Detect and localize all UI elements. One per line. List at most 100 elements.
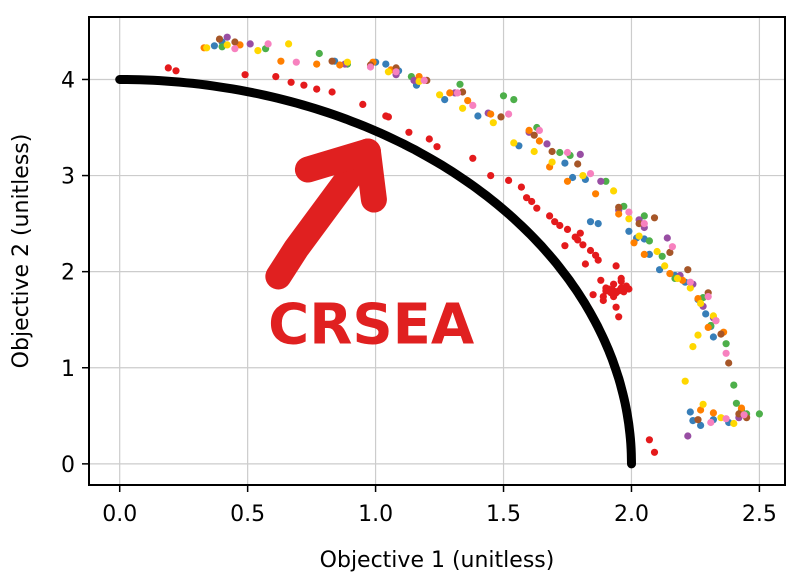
data-point (300, 81, 308, 89)
x-tick-label: 0.0 (102, 502, 137, 527)
data-point (597, 276, 605, 284)
data-point (730, 419, 738, 428)
data-point (579, 241, 587, 249)
data-point (313, 85, 321, 93)
data-point (602, 177, 610, 185)
data-point (505, 176, 513, 184)
data-point (517, 183, 526, 191)
data-point (615, 313, 623, 321)
data-point (722, 340, 730, 348)
data-point (277, 57, 285, 65)
y-axis-ticks: 0 1 2 3 4 (61, 68, 89, 478)
series-6 (215, 35, 751, 424)
data-point (231, 45, 239, 53)
data-point (650, 214, 659, 222)
data-point (666, 248, 674, 256)
data-point (499, 92, 508, 100)
data-point (405, 128, 413, 136)
data-point (694, 331, 702, 339)
data-point (697, 299, 705, 307)
data-point (535, 126, 544, 134)
data-point (313, 60, 321, 68)
data-point (686, 284, 694, 292)
data-point (343, 58, 351, 66)
data-point (707, 418, 715, 427)
x-tick-label: 1.0 (358, 502, 393, 527)
data-point (497, 113, 505, 121)
data-point (556, 221, 564, 230)
data-point (272, 73, 280, 81)
annotation-arrow-head (294, 138, 387, 213)
data-point (725, 359, 733, 367)
y-tick-label: 1 (61, 357, 75, 382)
data-point (464, 97, 472, 105)
data-point (704, 293, 712, 301)
data-point (246, 40, 254, 48)
data-point (663, 234, 671, 242)
data-point (563, 148, 572, 157)
data-point (694, 416, 702, 424)
data-point (697, 406, 705, 414)
data-point (241, 71, 249, 79)
data-point (653, 247, 661, 256)
data-point (576, 150, 584, 158)
data-point (433, 143, 441, 151)
y-tick-label: 2 (61, 261, 75, 286)
series-7 (231, 40, 748, 427)
data-point (510, 139, 518, 147)
data-point (709, 409, 718, 417)
data-point (755, 410, 764, 418)
data-point (474, 112, 482, 120)
data-point (551, 218, 559, 226)
data-point (487, 172, 495, 180)
data-point (640, 250, 648, 258)
data-point (223, 41, 231, 49)
data-point (722, 349, 730, 357)
data-point (441, 96, 449, 104)
data-point (574, 160, 582, 168)
data-point (523, 194, 531, 202)
data-point (172, 67, 180, 75)
x-tick-label: 1.5 (486, 502, 521, 527)
data-point (656, 266, 664, 274)
data-point (615, 203, 623, 211)
data-point (610, 187, 618, 195)
data-point (597, 177, 605, 185)
plot-frame (88, 16, 786, 486)
data-point (625, 227, 633, 235)
data-point (586, 218, 595, 226)
data-point (645, 237, 654, 245)
data-point (561, 159, 569, 167)
data-point (645, 250, 654, 258)
data-point (594, 220, 602, 228)
data-point (264, 40, 272, 48)
data-point (722, 415, 730, 423)
data-point (453, 89, 462, 97)
data-point (612, 262, 620, 270)
data-point (287, 78, 295, 86)
data-point (556, 148, 564, 157)
data-point (586, 246, 595, 255)
data-point (702, 310, 710, 318)
data-point (505, 110, 513, 118)
data-point (625, 208, 633, 216)
x-tick-label: 0.5 (230, 502, 265, 527)
reference-front (115, 75, 636, 469)
y-axis-label: Objective 2 (unitless) (9, 134, 34, 369)
data-point (625, 215, 633, 223)
y-tick-label: 0 (61, 453, 75, 478)
data-point (617, 277, 625, 285)
data-point (436, 91, 444, 99)
x-axis-label: Objective 1 (unitless) (320, 548, 555, 573)
x-tick-label: 2.0 (614, 502, 649, 527)
data-point (689, 343, 697, 351)
data-point (709, 333, 718, 341)
data-point (561, 242, 569, 250)
data-point (210, 42, 218, 50)
data-point (563, 225, 572, 233)
x-axis-ticks: 0.0 0.5 1.0 1.5 2.0 2.5 (102, 485, 777, 527)
data-point (732, 399, 741, 407)
data-point (530, 131, 538, 139)
data-point (382, 60, 390, 68)
